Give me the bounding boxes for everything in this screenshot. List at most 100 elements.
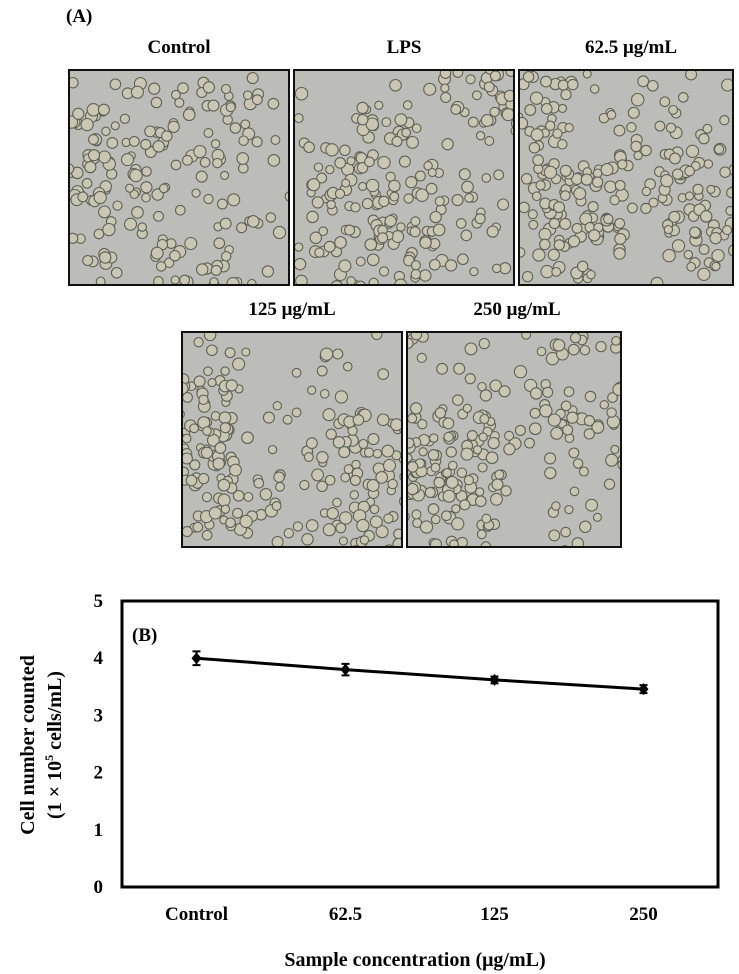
cell-icon bbox=[262, 411, 275, 424]
cell-icon bbox=[529, 91, 544, 105]
cell-icon bbox=[70, 76, 79, 89]
cell-icon bbox=[698, 243, 710, 255]
cell-icon bbox=[129, 189, 140, 200]
cell-icon bbox=[660, 174, 674, 188]
cell-icon bbox=[474, 213, 486, 225]
cell-icon bbox=[203, 333, 217, 342]
micrograph-control bbox=[68, 69, 290, 286]
cell-icon bbox=[342, 361, 353, 372]
cell-icon bbox=[202, 81, 216, 94]
cell-icon bbox=[203, 193, 214, 205]
cell-icon bbox=[330, 280, 343, 284]
cell-icon bbox=[355, 280, 366, 284]
cell-icon bbox=[408, 512, 410, 521]
micrograph-125-cells bbox=[183, 333, 401, 546]
cell-icon bbox=[551, 501, 561, 511]
cell-icon bbox=[338, 536, 348, 546]
cell-icon bbox=[152, 140, 165, 153]
cell-icon bbox=[349, 474, 361, 486]
cell-icon bbox=[573, 187, 587, 201]
cell-icon bbox=[177, 82, 189, 94]
cell-icon bbox=[497, 198, 510, 211]
cell-icon bbox=[170, 275, 180, 284]
cell-icon bbox=[604, 180, 617, 194]
cell-icon bbox=[529, 387, 543, 400]
micrograph-62-5-cells bbox=[520, 71, 732, 284]
cell-icon bbox=[630, 92, 645, 107]
cell-icon bbox=[722, 225, 732, 236]
cell-icon bbox=[261, 265, 275, 278]
cell-icon bbox=[668, 104, 679, 115]
cell-icon bbox=[530, 128, 544, 142]
cell-icon bbox=[564, 122, 574, 133]
cell-icon bbox=[684, 165, 695, 177]
cell-icon bbox=[434, 196, 445, 207]
cell-icon bbox=[692, 183, 704, 195]
cell-icon bbox=[478, 432, 488, 442]
cell-icon bbox=[586, 269, 596, 280]
cell-icon bbox=[567, 78, 579, 91]
cell-icon bbox=[560, 88, 572, 101]
cell-icon bbox=[344, 224, 356, 236]
y-tick-label-0: 0 bbox=[94, 877, 104, 898]
cell-icon bbox=[685, 144, 700, 158]
cell-icon bbox=[449, 539, 459, 546]
cell-icon bbox=[402, 100, 413, 110]
cell-icon bbox=[444, 259, 458, 272]
cell-icon bbox=[319, 388, 330, 399]
cell-icon bbox=[491, 263, 502, 274]
cell-icon bbox=[490, 492, 503, 506]
cell-icon bbox=[498, 385, 511, 398]
cell-icon bbox=[505, 71, 513, 77]
cell-icon bbox=[611, 336, 620, 346]
cell-icon bbox=[697, 267, 711, 281]
data-point-2 bbox=[489, 673, 500, 686]
cell-icon bbox=[334, 157, 347, 169]
cell-icon bbox=[377, 155, 391, 170]
cell-icon bbox=[225, 102, 236, 113]
cell-icon bbox=[93, 228, 105, 240]
x-tick-label-2: 125 bbox=[480, 904, 509, 925]
cell-icon bbox=[640, 202, 652, 215]
cell-icon bbox=[588, 229, 601, 242]
cell-icon bbox=[123, 217, 138, 231]
cell-icon bbox=[599, 400, 610, 410]
cell-icon bbox=[399, 496, 401, 506]
cell-icon bbox=[220, 504, 231, 514]
cell-icon bbox=[677, 92, 689, 103]
cell-icon bbox=[552, 338, 566, 352]
y-axis-label-suffix: cells/mL) bbox=[44, 671, 66, 755]
cell-icon bbox=[374, 100, 384, 110]
cell-icon bbox=[220, 83, 232, 95]
cell-icon bbox=[479, 389, 493, 402]
cell-icon bbox=[97, 150, 112, 164]
cell-icon bbox=[567, 235, 581, 248]
cell-icon bbox=[467, 116, 479, 128]
cell-icon bbox=[306, 210, 319, 224]
cell-icon bbox=[513, 365, 528, 379]
cell-icon bbox=[563, 386, 575, 398]
micrograph-lps-cells bbox=[295, 71, 513, 284]
cell-icon bbox=[662, 248, 676, 263]
cell-icon bbox=[378, 266, 390, 277]
cell-icon bbox=[504, 430, 515, 441]
cell-icon bbox=[326, 199, 336, 210]
cell-icon bbox=[520, 247, 526, 258]
y-tick-label-1: 1 bbox=[94, 820, 104, 841]
cell-icon bbox=[605, 453, 619, 467]
cell-icon bbox=[214, 442, 227, 454]
cell-icon bbox=[545, 120, 556, 131]
cell-icon bbox=[617, 460, 620, 470]
cell-icon bbox=[236, 152, 250, 165]
cell-icon bbox=[209, 277, 219, 284]
cell-icon bbox=[219, 422, 231, 434]
cell-icon bbox=[544, 452, 557, 465]
cell-icon bbox=[455, 218, 467, 229]
y-axis-label-line2: (1 × 105 cells/mL) bbox=[42, 671, 66, 819]
cell-icon bbox=[532, 248, 546, 262]
cell-icon bbox=[183, 391, 193, 403]
cell-icon bbox=[564, 504, 574, 515]
cell-icon bbox=[338, 259, 352, 273]
cell-icon bbox=[627, 106, 640, 119]
cell-icon bbox=[338, 446, 351, 459]
